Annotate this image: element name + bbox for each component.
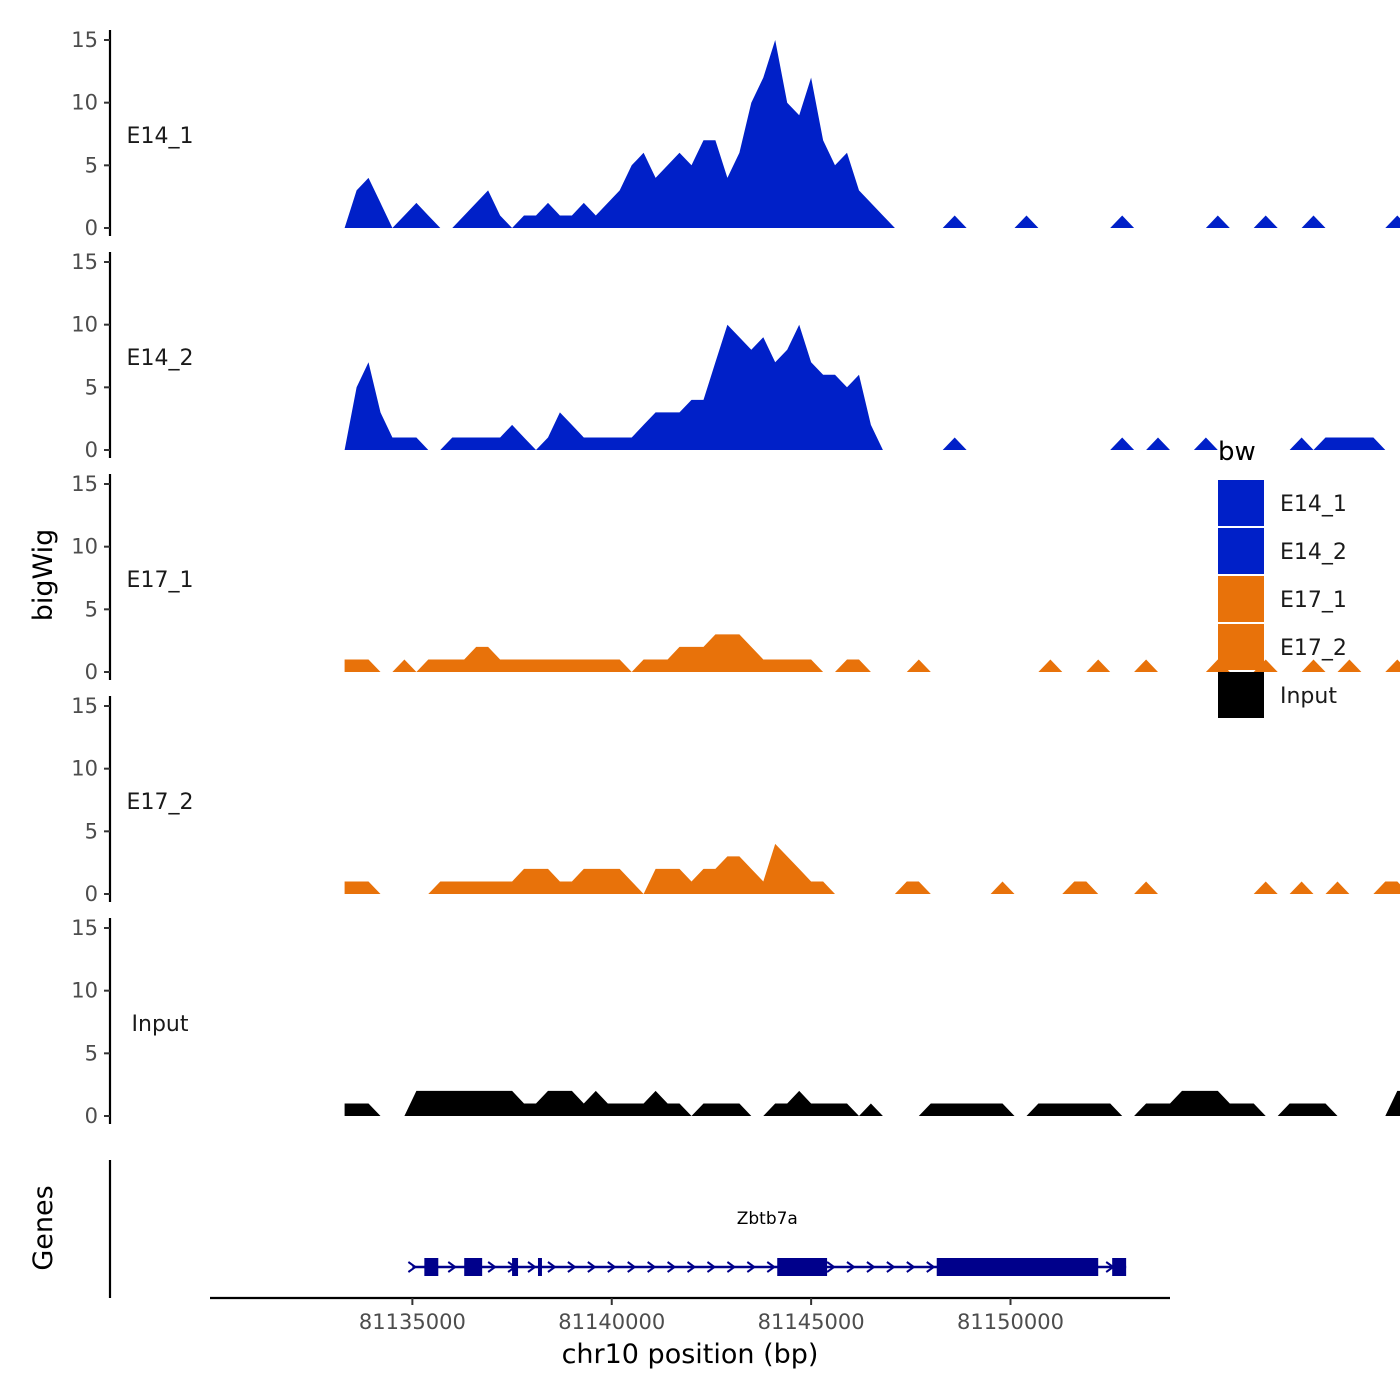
y-tick-label: 15 — [71, 250, 98, 274]
x-axis-title: chr10 position (bp) — [562, 1339, 819, 1370]
strand-chevron — [746, 1261, 757, 1273]
legend-label: E14_2 — [1280, 540, 1347, 565]
strand-chevron — [846, 1261, 856, 1273]
y-tick-label: 10 — [71, 91, 98, 115]
y-tick-label: 10 — [71, 757, 98, 781]
y-tick-label: 5 — [85, 153, 98, 177]
x-axis: 81135000 81140000 81145000 81150000 — [210, 1296, 1170, 1334]
strand-chevron — [866, 1261, 876, 1273]
strand-chevron — [567, 1261, 577, 1273]
signal-area-e14-1 — [344, 40, 1400, 228]
x-tick-label: 81150000 — [957, 1310, 1064, 1334]
legend-label: Input — [1280, 684, 1337, 709]
strand-chevron — [487, 1261, 497, 1273]
gene-exon — [1112, 1258, 1127, 1276]
y-tick-label: 0 — [85, 1104, 98, 1128]
y-tick-label: 10 — [71, 535, 98, 559]
track-name-label: Input — [132, 1012, 189, 1037]
y-tick-label: 5 — [85, 1041, 98, 1065]
y-tick-label: 0 — [85, 216, 98, 240]
y-tick-label: 5 — [85, 597, 98, 621]
legend-label: E14_1 — [1280, 492, 1347, 517]
strand-chevron — [926, 1261, 936, 1273]
gene-name-label: Zbtb7a — [737, 1209, 798, 1229]
y-tick-label: 15 — [71, 472, 98, 496]
signal-area-e17-2 — [344, 843, 1400, 894]
strand-chevron — [726, 1261, 737, 1273]
legend-label: E17_1 — [1280, 588, 1347, 613]
strand-chevron — [826, 1261, 836, 1273]
y-tick-label: 0 — [85, 882, 98, 906]
y-tick-label: 15 — [71, 28, 98, 52]
gene-exon — [936, 1258, 1099, 1276]
track-name-label: E14_1 — [127, 124, 194, 149]
strand-chevron — [666, 1261, 677, 1273]
x-tick-label: 81145000 — [758, 1310, 865, 1334]
y-tick-label: 10 — [71, 313, 98, 337]
y-tick-label: 5 — [85, 375, 98, 399]
strand-chevron — [647, 1261, 657, 1273]
strand-chevron — [547, 1261, 557, 1273]
gene-exon — [777, 1258, 828, 1276]
y-axis-title: bigWig — [28, 529, 59, 622]
track-e14-1: 0 5 10 15 E14_1 — [71, 28, 1400, 240]
y-tick-label: 15 — [71, 694, 98, 718]
gene-track: Zbtb7a — [108, 1160, 1127, 1298]
y-tick-label: 15 — [71, 916, 98, 940]
strand-chevron — [906, 1261, 916, 1273]
strand-chevron — [886, 1261, 896, 1273]
legend-swatch — [1218, 624, 1264, 670]
strand-chevron — [527, 1261, 537, 1273]
signal-tracks: 0 5 10 15 E14_1 0 5 10 15 E14_2 0 5 10 15 E17_1 0 5 10 15 E… — [71, 28, 1400, 1128]
legend-label: E17_2 — [1280, 636, 1347, 661]
strand-chevron — [766, 1261, 776, 1273]
x-tick-label: 81135000 — [359, 1310, 466, 1334]
legend-swatch — [1218, 576, 1264, 622]
strand-chevron — [627, 1261, 637, 1273]
legend-swatch — [1218, 672, 1264, 718]
track-name-label: E17_2 — [127, 790, 194, 815]
strand-chevron — [706, 1261, 717, 1273]
track-name-label: E14_2 — [127, 346, 194, 371]
signal-area-input — [344, 1090, 1400, 1116]
strand-chevron — [607, 1261, 617, 1273]
signal-area-e14-2 — [344, 324, 1400, 450]
y-tick-label: 5 — [85, 819, 98, 843]
track-input: 0 5 10 15 Input — [71, 916, 1400, 1128]
gene-exon — [424, 1258, 439, 1276]
strand-chevron — [447, 1261, 457, 1273]
track-name-label: E17_1 — [127, 568, 194, 593]
track-e14-2: 0 5 10 15 E14_2 — [71, 250, 1400, 462]
genes-axis-title: Genes — [28, 1185, 59, 1270]
y-tick-label: 0 — [85, 438, 98, 462]
legend: bw E14_1 E14_2 E17_1 E17_2 Input — [1218, 437, 1347, 718]
legend-swatch — [1218, 528, 1264, 574]
gene-exon — [537, 1258, 542, 1276]
x-tick-label: 81140000 — [558, 1310, 665, 1334]
y-tick-label: 10 — [71, 979, 98, 1003]
strand-chevron — [587, 1261, 597, 1273]
y-tick-label: 0 — [85, 660, 98, 684]
track-e17-1: 0 5 10 15 E17_1 — [71, 472, 1400, 684]
legend-swatch — [1218, 480, 1264, 526]
gene-exon — [512, 1258, 519, 1276]
track-e17-2: 0 5 10 15 E17_2 — [71, 694, 1400, 906]
strand-chevron — [407, 1261, 418, 1273]
signal-area-e17-1 — [344, 634, 1400, 672]
gene-exon — [464, 1258, 483, 1276]
strand-chevron — [686, 1261, 697, 1273]
legend-title: bw — [1218, 437, 1256, 467]
